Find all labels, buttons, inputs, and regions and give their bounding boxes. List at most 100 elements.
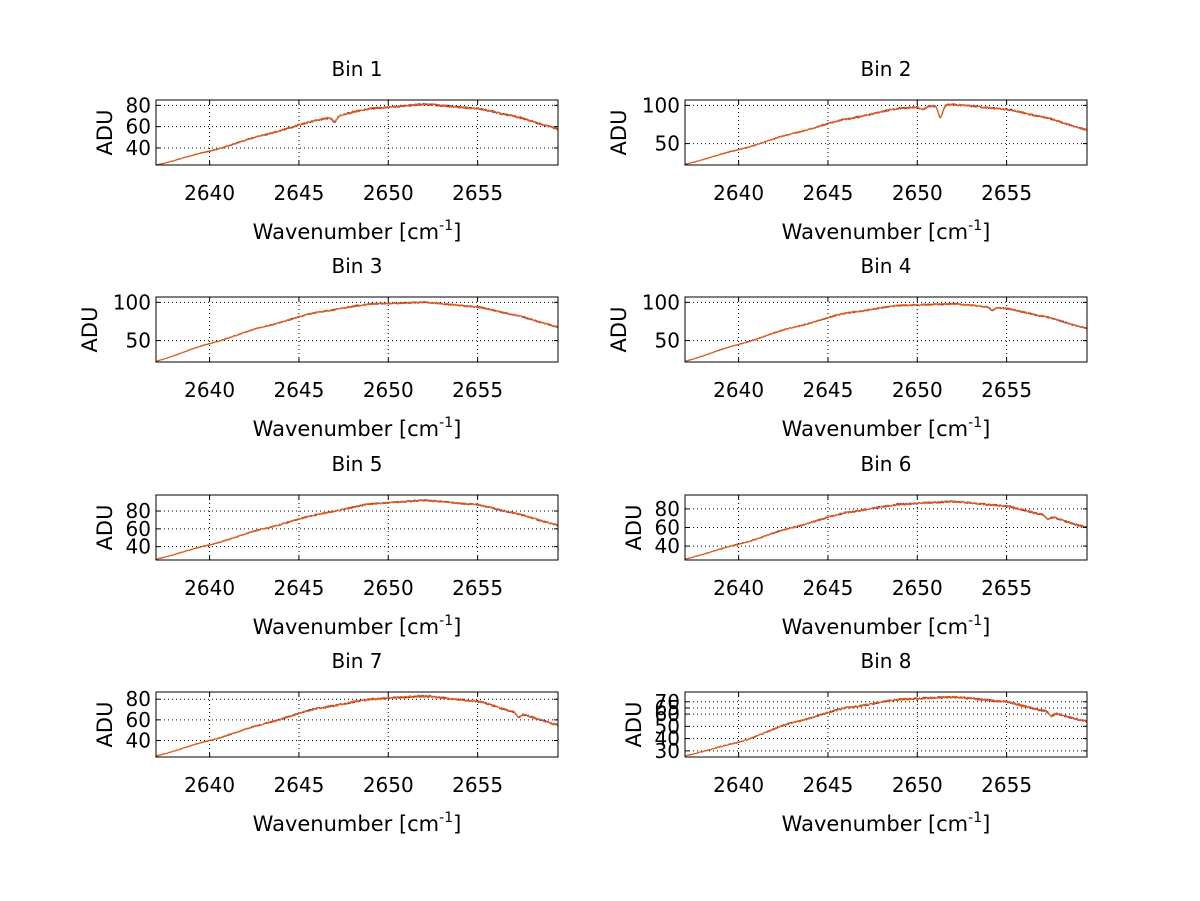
y-tick-label: 60 <box>655 516 680 540</box>
x-axis-label: Wavenumber [cm-1] <box>782 218 991 244</box>
y-axis-label: ADU <box>607 307 631 353</box>
x-tick-label: 2655 <box>452 181 503 205</box>
subplot-title: Bin 4 <box>860 254 911 278</box>
x-tick-label: 2650 <box>892 181 943 205</box>
x-tick-label: 2645 <box>802 181 853 205</box>
x-tick-label: 2655 <box>452 773 503 797</box>
x-tick-label: 2640 <box>184 378 235 402</box>
spectrum-series-3 <box>155 102 559 166</box>
axes-frame <box>155 691 559 758</box>
y-tick-label: 65 <box>655 696 680 720</box>
subplot-title: Bin 1 <box>331 57 382 81</box>
y-tick-label: 60 <box>126 115 151 139</box>
x-tick-label: 2640 <box>184 773 235 797</box>
x-tick-label: 2640 <box>713 181 764 205</box>
x-axis-label: Wavenumber [cm-1] <box>782 810 991 836</box>
spectrum-series-3 <box>684 302 1088 362</box>
axes-frame <box>155 296 559 363</box>
subplot-title: Bin 7 <box>331 649 382 673</box>
x-axis-label: Wavenumber [cm-1] <box>782 613 991 639</box>
subplot-title: Bin 6 <box>860 452 911 476</box>
x-tick-label: 2640 <box>713 378 764 402</box>
y-axis-label: ADU <box>93 505 117 551</box>
y-tick-label: 60 <box>126 708 151 732</box>
y-axis-label: ADU <box>93 702 117 748</box>
y-tick-label: 100 <box>113 290 151 314</box>
subplot-title: Bin 2 <box>860 57 911 81</box>
x-tick-label: 2645 <box>273 378 324 402</box>
y-tick-label: 100 <box>642 290 680 314</box>
spectrum-series-3 <box>684 500 1088 560</box>
x-axis-label: Wavenumber [cm-1] <box>253 415 462 441</box>
x-tick-label: 2650 <box>363 181 414 205</box>
y-axis-label: ADU <box>78 307 102 353</box>
subplot-bin-2: 2640 2645 2650 2655 50 100 Bin 2 Wavenumber [cm… <box>607 57 1088 244</box>
x-tick-label: 2650 <box>363 378 414 402</box>
plot-area <box>156 297 558 362</box>
y-tick-label: 50 <box>655 132 680 156</box>
plot-area <box>156 692 558 757</box>
y-axis-label: ADU <box>93 110 117 156</box>
x-axis-label: Wavenumber [cm-1] <box>253 810 462 836</box>
y-tick-label: 40 <box>126 136 151 160</box>
x-tick-label: 2655 <box>452 576 503 600</box>
subplot-title: Bin 8 <box>860 649 911 673</box>
y-tick-label: 50 <box>655 714 680 738</box>
y-tick-label: 30 <box>655 739 680 763</box>
x-tick-label: 2655 <box>981 181 1032 205</box>
subplot-bin-4: 2640 2645 2650 2655 50 100 Bin 4 Wavenumber [cm… <box>607 254 1088 441</box>
subplot-bin-3: 2640 2645 2650 2655 50 100 Bin 3 Wavenumber [cm… <box>78 254 559 441</box>
x-tick-label: 2645 <box>273 576 324 600</box>
x-tick-label: 2650 <box>892 576 943 600</box>
spectrum-series-3 <box>155 499 559 560</box>
x-tick-label: 2655 <box>981 378 1032 402</box>
y-tick-label: 80 <box>126 687 151 711</box>
y-tick-label: 60 <box>126 517 151 541</box>
plot-area <box>685 692 1087 757</box>
y-axis-label: ADU <box>622 505 646 551</box>
y-tick-label: 40 <box>655 727 680 751</box>
y-tick-label: 80 <box>655 497 680 521</box>
axes-frame <box>684 691 1088 758</box>
x-tick-label: 2655 <box>452 378 503 402</box>
y-tick-label: 80 <box>126 93 151 117</box>
y-tick-label: 80 <box>126 499 151 523</box>
x-tick-label: 2650 <box>363 576 414 600</box>
spectrum-series-3 <box>155 301 559 362</box>
axes-frame <box>684 99 1088 166</box>
x-axis-label: Wavenumber [cm-1] <box>253 218 462 244</box>
x-tick-label: 2655 <box>981 773 1032 797</box>
x-tick-label: 2640 <box>713 773 764 797</box>
x-tick-label: 2640 <box>713 576 764 600</box>
y-tick-label: 50 <box>655 329 680 353</box>
y-tick-label: 40 <box>126 535 151 559</box>
x-tick-label: 2650 <box>363 773 414 797</box>
y-axis-label: ADU <box>607 110 631 156</box>
y-tick-label: 50 <box>126 329 151 353</box>
y-tick-label: 100 <box>642 93 680 117</box>
x-tick-label: 2650 <box>892 773 943 797</box>
subplot-title: Bin 3 <box>331 254 382 278</box>
y-tick-label: 40 <box>126 728 151 752</box>
spectrum-series-3 <box>684 103 1088 165</box>
x-tick-label: 2640 <box>184 576 235 600</box>
x-tick-label: 2645 <box>802 576 853 600</box>
x-tick-label: 2645 <box>802 773 853 797</box>
axes-frame <box>155 99 559 166</box>
subplot-title: Bin 5 <box>331 452 382 476</box>
y-tick-label: 60 <box>655 702 680 726</box>
spectrum-series-3 <box>684 695 1088 757</box>
y-tick-label: 40 <box>655 534 680 558</box>
x-tick-label: 2640 <box>184 181 235 205</box>
axes-frame <box>155 494 559 561</box>
axes-frame <box>684 296 1088 363</box>
plot-area <box>156 495 558 560</box>
spectrum-series-3 <box>155 694 559 757</box>
x-tick-label: 2650 <box>892 378 943 402</box>
